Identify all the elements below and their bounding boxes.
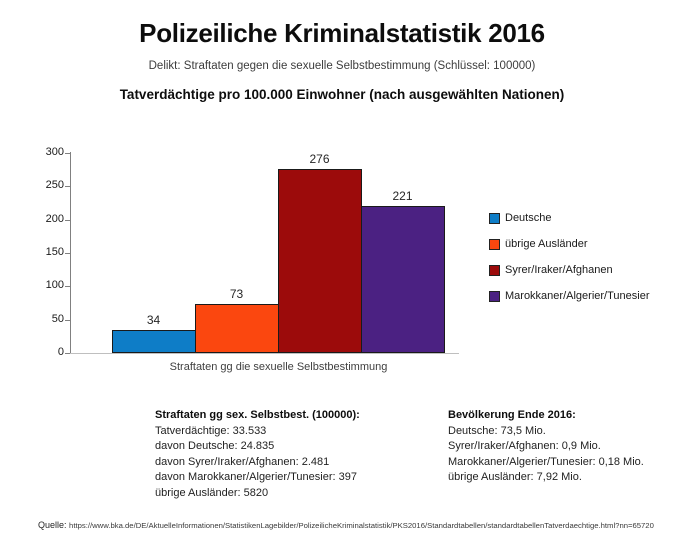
notes-line: davon Syrer/Iraker/Afghanen: 2.481 (155, 455, 330, 468)
notes-line: davon Marokkaner/Algerier/Tunesier: 397 (155, 471, 357, 484)
y-tick-label: 200 (45, 212, 64, 225)
notes-population-heading: Bevölkerung Ende 2016: (448, 409, 576, 421)
bar-value-label: 34 (146, 313, 161, 327)
notes-line: übrige Ausländer: 5820 (155, 486, 269, 499)
notes-offences-heading: Straftaten gg sex. Selbstbest. (100000): (155, 409, 360, 421)
page-title: Polizeiliche Kriminalstatistik 2016 (139, 18, 545, 48)
source-url: https://www.bka.de/DE/AktuelleInformatio… (69, 521, 654, 530)
chart-bar (195, 304, 279, 353)
notes-offences-block: Straftaten gg sex. Selbstbest. (100000):… (155, 408, 445, 502)
legend-swatch-icon (489, 264, 500, 276)
chart-bar (361, 206, 445, 353)
y-axis-line (70, 152, 71, 354)
legend-swatch-icon (489, 290, 500, 302)
legend-item: Deutsche (489, 212, 551, 224)
legend-item: Marokkaner/Algerier/Tunesier (489, 290, 649, 302)
y-tick-mark (65, 319, 70, 321)
legend-label: Syrer/Iraker/Afghanen (505, 264, 613, 276)
page-subtitle: Delikt: Straftaten gegen die sexuelle Se… (148, 60, 536, 72)
legend-item: übrige Ausländer (489, 238, 588, 250)
x-axis-label: Straftaten gg die sexuelle Selbstbestimm… (169, 361, 388, 373)
y-tick-mark (65, 286, 70, 288)
legend-label: Marokkaner/Algerier/Tunesier (505, 290, 650, 302)
bar-value-label: 276 (309, 152, 330, 166)
x-axis-line (70, 353, 459, 354)
notes-line: Tatverdächtige: 33.533 (155, 424, 267, 437)
source-line: Quelle: https://www.bka.de/DE/AktuelleIn… (38, 520, 678, 530)
legend-label: Deutsche (505, 212, 552, 224)
notes-line: Marokkaner/Algerier/Tunesier: 0,18 Mio. (448, 455, 644, 468)
y-tick-mark (65, 353, 70, 354)
chart-bar (278, 169, 362, 353)
y-tick-label: 250 (45, 179, 64, 192)
y-tick-mark (65, 253, 70, 254)
notes-line: davon Deutsche: 24.835 (155, 440, 275, 453)
y-tick-label: 100 (45, 279, 64, 292)
chart-heading: Tatverdächtige pro 100.000 Einwohner (na… (119, 87, 565, 102)
notes-line: Syrer/Iraker/Afghanen: 0,9 Mio. (448, 440, 601, 453)
notes-offences-lines: Tatverdächtige: 33.533 davon Deutsche: 24… (155, 424, 445, 502)
source-label: Quelle: (38, 520, 67, 530)
y-tick-label: 300 (45, 146, 64, 158)
y-tick-mark (65, 186, 70, 188)
bar-value-label: 73 (229, 287, 244, 301)
notes-population-block: Bevölkerung Ende 2016: Deutsche: 73,5 Mi… (448, 408, 678, 486)
notes-line: übrige Ausländer: 7,92 Mio. (448, 471, 582, 484)
y-tick-label: 150 (45, 246, 64, 258)
y-tick-label: 50 (51, 312, 64, 325)
bar-value-label: 221 (392, 189, 413, 203)
chart-bar (112, 330, 196, 353)
y-tick-mark (65, 219, 70, 221)
y-tick-label: 0 (57, 346, 64, 358)
legend-swatch-icon (489, 212, 500, 224)
legend-label: übrige Ausländer (505, 238, 588, 250)
legend-swatch-icon (489, 238, 500, 250)
notes-line: Deutsche: 73,5 Mio. (448, 424, 546, 437)
legend-item: Syrer/Iraker/Afghanen (489, 264, 613, 276)
notes-population-lines: Deutsche: 73,5 Mio. Syrer/Iraker/Afghanen… (448, 424, 678, 486)
y-tick-mark (65, 153, 70, 154)
